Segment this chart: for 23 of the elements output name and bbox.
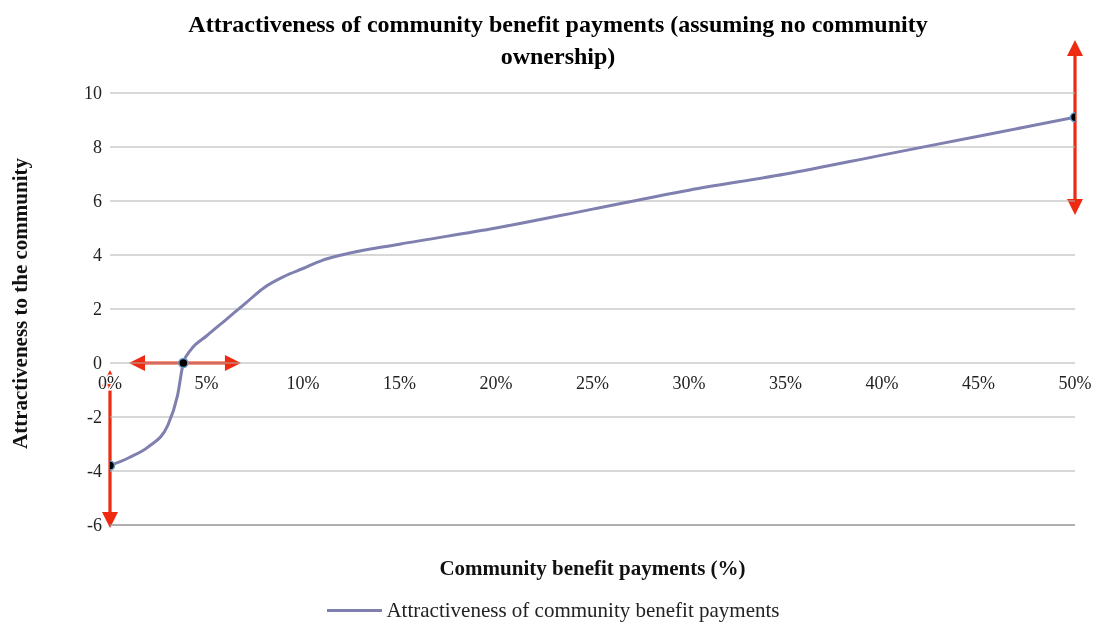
x-tick-label: 40%	[865, 373, 899, 393]
x-tick-label: 25%	[576, 373, 609, 393]
x-tick-label: 10%	[286, 373, 320, 393]
y-tick-label: 8	[93, 137, 102, 158]
x-tick-label: 15%	[383, 373, 416, 393]
x-tick-label: 5%	[194, 373, 219, 393]
chart-title: Attractiveness of community benefit payments (assuming no community ownership)	[187, 10, 929, 71]
x-axis-title: Community benefit payments (%)	[439, 556, 746, 580]
x-tick-label: 35%	[769, 373, 802, 393]
x-tick-label: 45%	[962, 373, 995, 393]
x-tick-label: 30%	[672, 373, 706, 393]
y-tick-label: -2	[87, 407, 102, 428]
y-tick-label: 4	[93, 245, 102, 266]
y-tick-label: 2	[93, 299, 102, 320]
y-axis-title: Attractiveness to the community	[8, 157, 33, 449]
y-tick-label: 6	[93, 191, 102, 212]
y-tick-label: 10	[84, 83, 102, 104]
y-tick-label: 0	[93, 353, 102, 374]
x-tick-label: 20%	[479, 373, 513, 393]
legend-label: Attractiveness of community benefit payments	[386, 598, 780, 623]
y-tick-label: -4	[87, 461, 102, 482]
x-tick-label: 50%	[1058, 373, 1092, 393]
y-tick-label: -6	[87, 515, 102, 536]
